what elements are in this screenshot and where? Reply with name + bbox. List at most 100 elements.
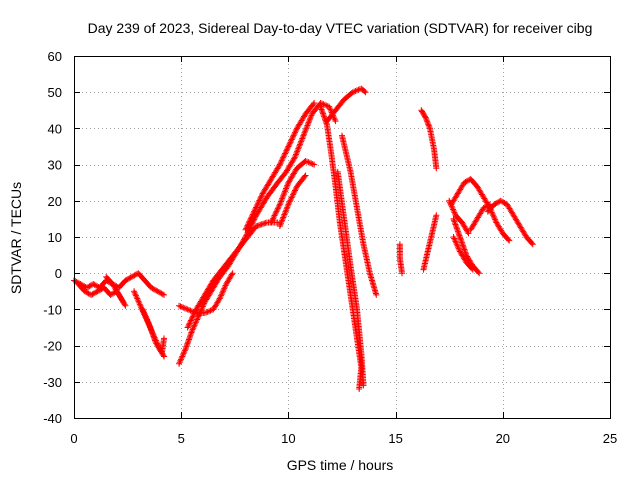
data-point bbox=[244, 229, 251, 236]
data-point bbox=[425, 122, 432, 129]
data-point bbox=[181, 349, 188, 356]
data-point bbox=[280, 192, 287, 199]
data-point bbox=[352, 87, 359, 94]
data-point bbox=[354, 87, 361, 94]
data-point bbox=[249, 212, 256, 219]
data-point bbox=[192, 319, 199, 326]
data-point bbox=[194, 315, 201, 322]
data-point bbox=[291, 130, 298, 137]
data-point bbox=[184, 324, 191, 331]
data-point bbox=[88, 291, 95, 298]
data-point bbox=[292, 151, 299, 158]
data-point bbox=[310, 101, 317, 108]
data-point bbox=[275, 204, 282, 211]
data-point bbox=[323, 102, 330, 109]
data-point bbox=[284, 202, 291, 209]
data-point bbox=[331, 116, 338, 123]
data-point bbox=[218, 292, 225, 299]
data-point bbox=[243, 231, 250, 238]
data-point bbox=[456, 247, 463, 254]
data-point bbox=[283, 147, 290, 154]
data-point bbox=[157, 289, 164, 296]
data-point bbox=[423, 117, 430, 124]
data-point bbox=[94, 288, 101, 295]
data-point bbox=[453, 239, 460, 246]
data-point bbox=[161, 291, 168, 298]
data-point bbox=[288, 136, 295, 143]
series-trace-16 bbox=[339, 132, 380, 298]
series-trace-14 bbox=[334, 168, 367, 389]
data-point bbox=[421, 113, 428, 120]
data-point bbox=[97, 286, 104, 293]
data-point bbox=[360, 382, 367, 389]
data-point bbox=[186, 320, 193, 327]
data-point bbox=[181, 347, 188, 354]
data-point bbox=[142, 312, 149, 319]
data-point bbox=[331, 115, 338, 122]
data-point bbox=[318, 100, 325, 107]
data-point bbox=[189, 326, 196, 333]
data-point bbox=[279, 195, 286, 202]
data-point bbox=[216, 295, 223, 302]
x-tick-label: 25 bbox=[603, 431, 617, 446]
y-tick-label: -20 bbox=[43, 339, 62, 354]
data-point bbox=[186, 307, 193, 314]
data-point bbox=[289, 193, 296, 200]
data-point bbox=[454, 242, 461, 249]
data-point bbox=[297, 139, 304, 146]
data-point bbox=[85, 283, 92, 290]
data-point bbox=[291, 154, 298, 161]
data-point bbox=[433, 165, 440, 172]
data-point bbox=[426, 124, 433, 131]
data-point bbox=[278, 157, 285, 164]
data-point bbox=[90, 290, 97, 297]
data-point bbox=[243, 223, 250, 230]
data-point bbox=[284, 181, 291, 188]
data-point bbox=[122, 302, 129, 309]
data-point bbox=[121, 301, 128, 308]
data-point bbox=[148, 284, 155, 291]
data-point bbox=[356, 386, 363, 393]
data-point bbox=[280, 154, 287, 161]
data-point bbox=[184, 306, 191, 313]
data-point bbox=[277, 160, 284, 167]
data-point bbox=[272, 209, 279, 216]
data-point bbox=[301, 129, 308, 136]
data-point bbox=[207, 307, 214, 314]
data-point bbox=[294, 148, 301, 155]
data-point bbox=[451, 209, 458, 216]
series-trace-17 bbox=[396, 241, 406, 277]
series-trace-5 bbox=[139, 306, 168, 356]
data-point bbox=[349, 89, 356, 96]
data-point bbox=[283, 184, 290, 191]
data-point bbox=[284, 144, 291, 151]
data-point bbox=[373, 291, 380, 298]
data-point bbox=[280, 213, 287, 220]
data-point bbox=[187, 318, 194, 325]
chart-title: Day 239 of 2023, Sidereal Day-to-day VTE… bbox=[88, 20, 593, 36]
x-tick-label: 20 bbox=[496, 431, 510, 446]
data-point bbox=[281, 188, 288, 195]
data-point bbox=[81, 288, 88, 295]
y-tick-label: 50 bbox=[48, 85, 62, 100]
data-point bbox=[123, 276, 130, 283]
data-point bbox=[158, 290, 165, 297]
data-point bbox=[247, 215, 254, 222]
data-point bbox=[497, 197, 504, 204]
data-point bbox=[140, 309, 147, 316]
x-tick-label: 0 bbox=[70, 431, 77, 446]
data-point bbox=[332, 118, 339, 125]
series-trace-24 bbox=[484, 197, 536, 248]
data-point bbox=[492, 218, 499, 225]
data-point bbox=[136, 301, 143, 308]
data-point bbox=[301, 173, 308, 180]
data-point bbox=[289, 135, 296, 142]
data-point bbox=[361, 88, 368, 95]
data-point bbox=[278, 218, 285, 225]
data-point bbox=[296, 141, 303, 148]
data-point bbox=[83, 289, 90, 296]
data-point bbox=[268, 218, 275, 225]
data-point bbox=[135, 298, 142, 305]
data-point bbox=[140, 307, 147, 314]
data-point bbox=[251, 207, 258, 214]
